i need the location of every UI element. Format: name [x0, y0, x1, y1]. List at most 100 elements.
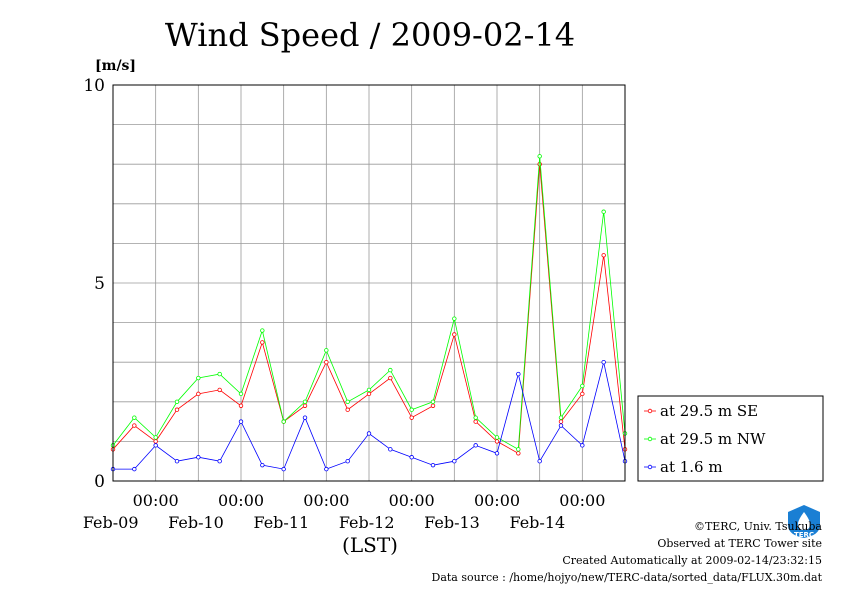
data-point: [217, 459, 222, 464]
data-point: [430, 403, 436, 408]
data-point: [132, 423, 137, 428]
data-point: [558, 419, 564, 424]
data-point: [473, 415, 478, 420]
data-point: [473, 443, 478, 448]
x-tick-time-label: 00:00: [559, 491, 605, 510]
y-tick-label: 0: [94, 472, 105, 492]
data-point: [174, 399, 180, 404]
data-point: [196, 375, 201, 381]
data-point: [580, 383, 585, 389]
series-layer: [110, 154, 628, 472]
data-point: [558, 415, 564, 420]
data-point: [366, 387, 372, 393]
x-tick-date-label: Feb-10: [168, 513, 224, 532]
data-point: [153, 435, 158, 440]
data-point: [238, 403, 244, 408]
data-point: [217, 371, 222, 377]
data-point: [281, 466, 286, 472]
data-point: [580, 443, 585, 448]
x-tick-time-label: 00:00: [389, 491, 435, 510]
data-point: [366, 391, 372, 397]
data-point: [281, 419, 286, 424]
legend-swatch-marker: [647, 408, 653, 414]
data-point: [537, 154, 542, 159]
x-tick-time-label: 00:00: [474, 491, 520, 510]
data-point: [196, 455, 201, 460]
data-point: [580, 391, 585, 397]
data-point: [452, 316, 457, 321]
data-point: [302, 403, 308, 408]
series-2: [110, 154, 628, 452]
data-point: [601, 209, 606, 214]
data-point: [494, 439, 500, 444]
x-tick-date-label: Feb-11: [253, 513, 309, 532]
y-tick-labels: 0 5 10: [83, 76, 105, 492]
data-point: [409, 455, 414, 460]
y-axis-label: [m/s]: [95, 58, 136, 74]
grid-lines: [113, 85, 625, 481]
data-point: [516, 451, 521, 456]
data-point: [430, 399, 436, 404]
data-point: [601, 360, 606, 365]
data-point: [132, 415, 137, 420]
legend-swatch-marker: [647, 464, 653, 470]
data-point: [601, 253, 606, 258]
chart-title: Wind Speed / 2009-02-14: [165, 16, 575, 54]
data-point: [238, 391, 244, 397]
legend: at 29.5 m SE at 29.5 m NW at 1.6 m: [637, 395, 824, 482]
footer-observed: Observed at TERC Tower site: [657, 537, 822, 550]
data-point: [153, 443, 158, 448]
terc-logo-icon: TERC: [788, 505, 820, 539]
x-tick-date-label: Feb-13: [424, 513, 480, 532]
legend-entry-label: at 29.5 m NW: [660, 430, 766, 448]
x-tick-time-label: 00:00: [303, 491, 349, 510]
data-point: [452, 459, 457, 464]
data-point: [494, 435, 500, 440]
data-point: [217, 387, 222, 393]
data-point: [516, 447, 521, 452]
plot-frame: [112, 84, 626, 482]
data-point: [238, 419, 244, 424]
data-point: [537, 161, 542, 167]
data-point: [345, 407, 350, 412]
data-point: [388, 447, 393, 452]
data-point: [324, 360, 329, 365]
x-tick-date-label: Feb-12: [339, 513, 395, 532]
data-point: [494, 451, 500, 456]
footer-created: Created Automatically at 2009-02-14/23:3…: [562, 554, 822, 567]
data-point: [260, 328, 265, 333]
footer-copyright: ©TERC, Univ. Tsukuba: [693, 520, 822, 533]
legend-entry-label: at 1.6 m: [660, 458, 723, 476]
data-point: [174, 407, 180, 412]
x-tick-date-label: Feb-09: [83, 513, 139, 532]
data-point: [302, 415, 308, 420]
data-point: [260, 462, 265, 468]
legend-box: [637, 395, 824, 482]
data-point: [345, 459, 350, 464]
x-tick-time-label: 00:00: [218, 491, 264, 510]
data-point: [153, 439, 158, 444]
data-point: [324, 348, 329, 353]
data-point: [409, 407, 414, 412]
data-point: [196, 391, 201, 397]
x-tick-time-label: 00:00: [133, 491, 179, 510]
data-point: [174, 459, 180, 464]
data-point: [260, 340, 265, 345]
data-point: [516, 371, 521, 377]
x-tick-date-label: Feb-14: [509, 513, 565, 532]
data-point: [345, 399, 350, 404]
y-tick-label: 10: [83, 76, 105, 96]
data-point: [473, 419, 478, 424]
x-tick-labels: 00:00 Feb-09 00:00 Feb-10 00:00 Feb-11 00:00 Fe…: [83, 491, 606, 532]
data-point: [452, 332, 457, 337]
data-point: [366, 431, 372, 436]
data-point: [409, 415, 414, 420]
data-point: [324, 466, 329, 472]
data-point: [302, 399, 308, 404]
footer-source: Data source : /home/hojyo/new/TERC-data/…: [431, 571, 823, 584]
data-point: [430, 462, 436, 468]
data-point: [388, 375, 393, 381]
legend-entry-label: at 29.5 m SE: [660, 402, 758, 420]
data-point: [558, 423, 564, 428]
